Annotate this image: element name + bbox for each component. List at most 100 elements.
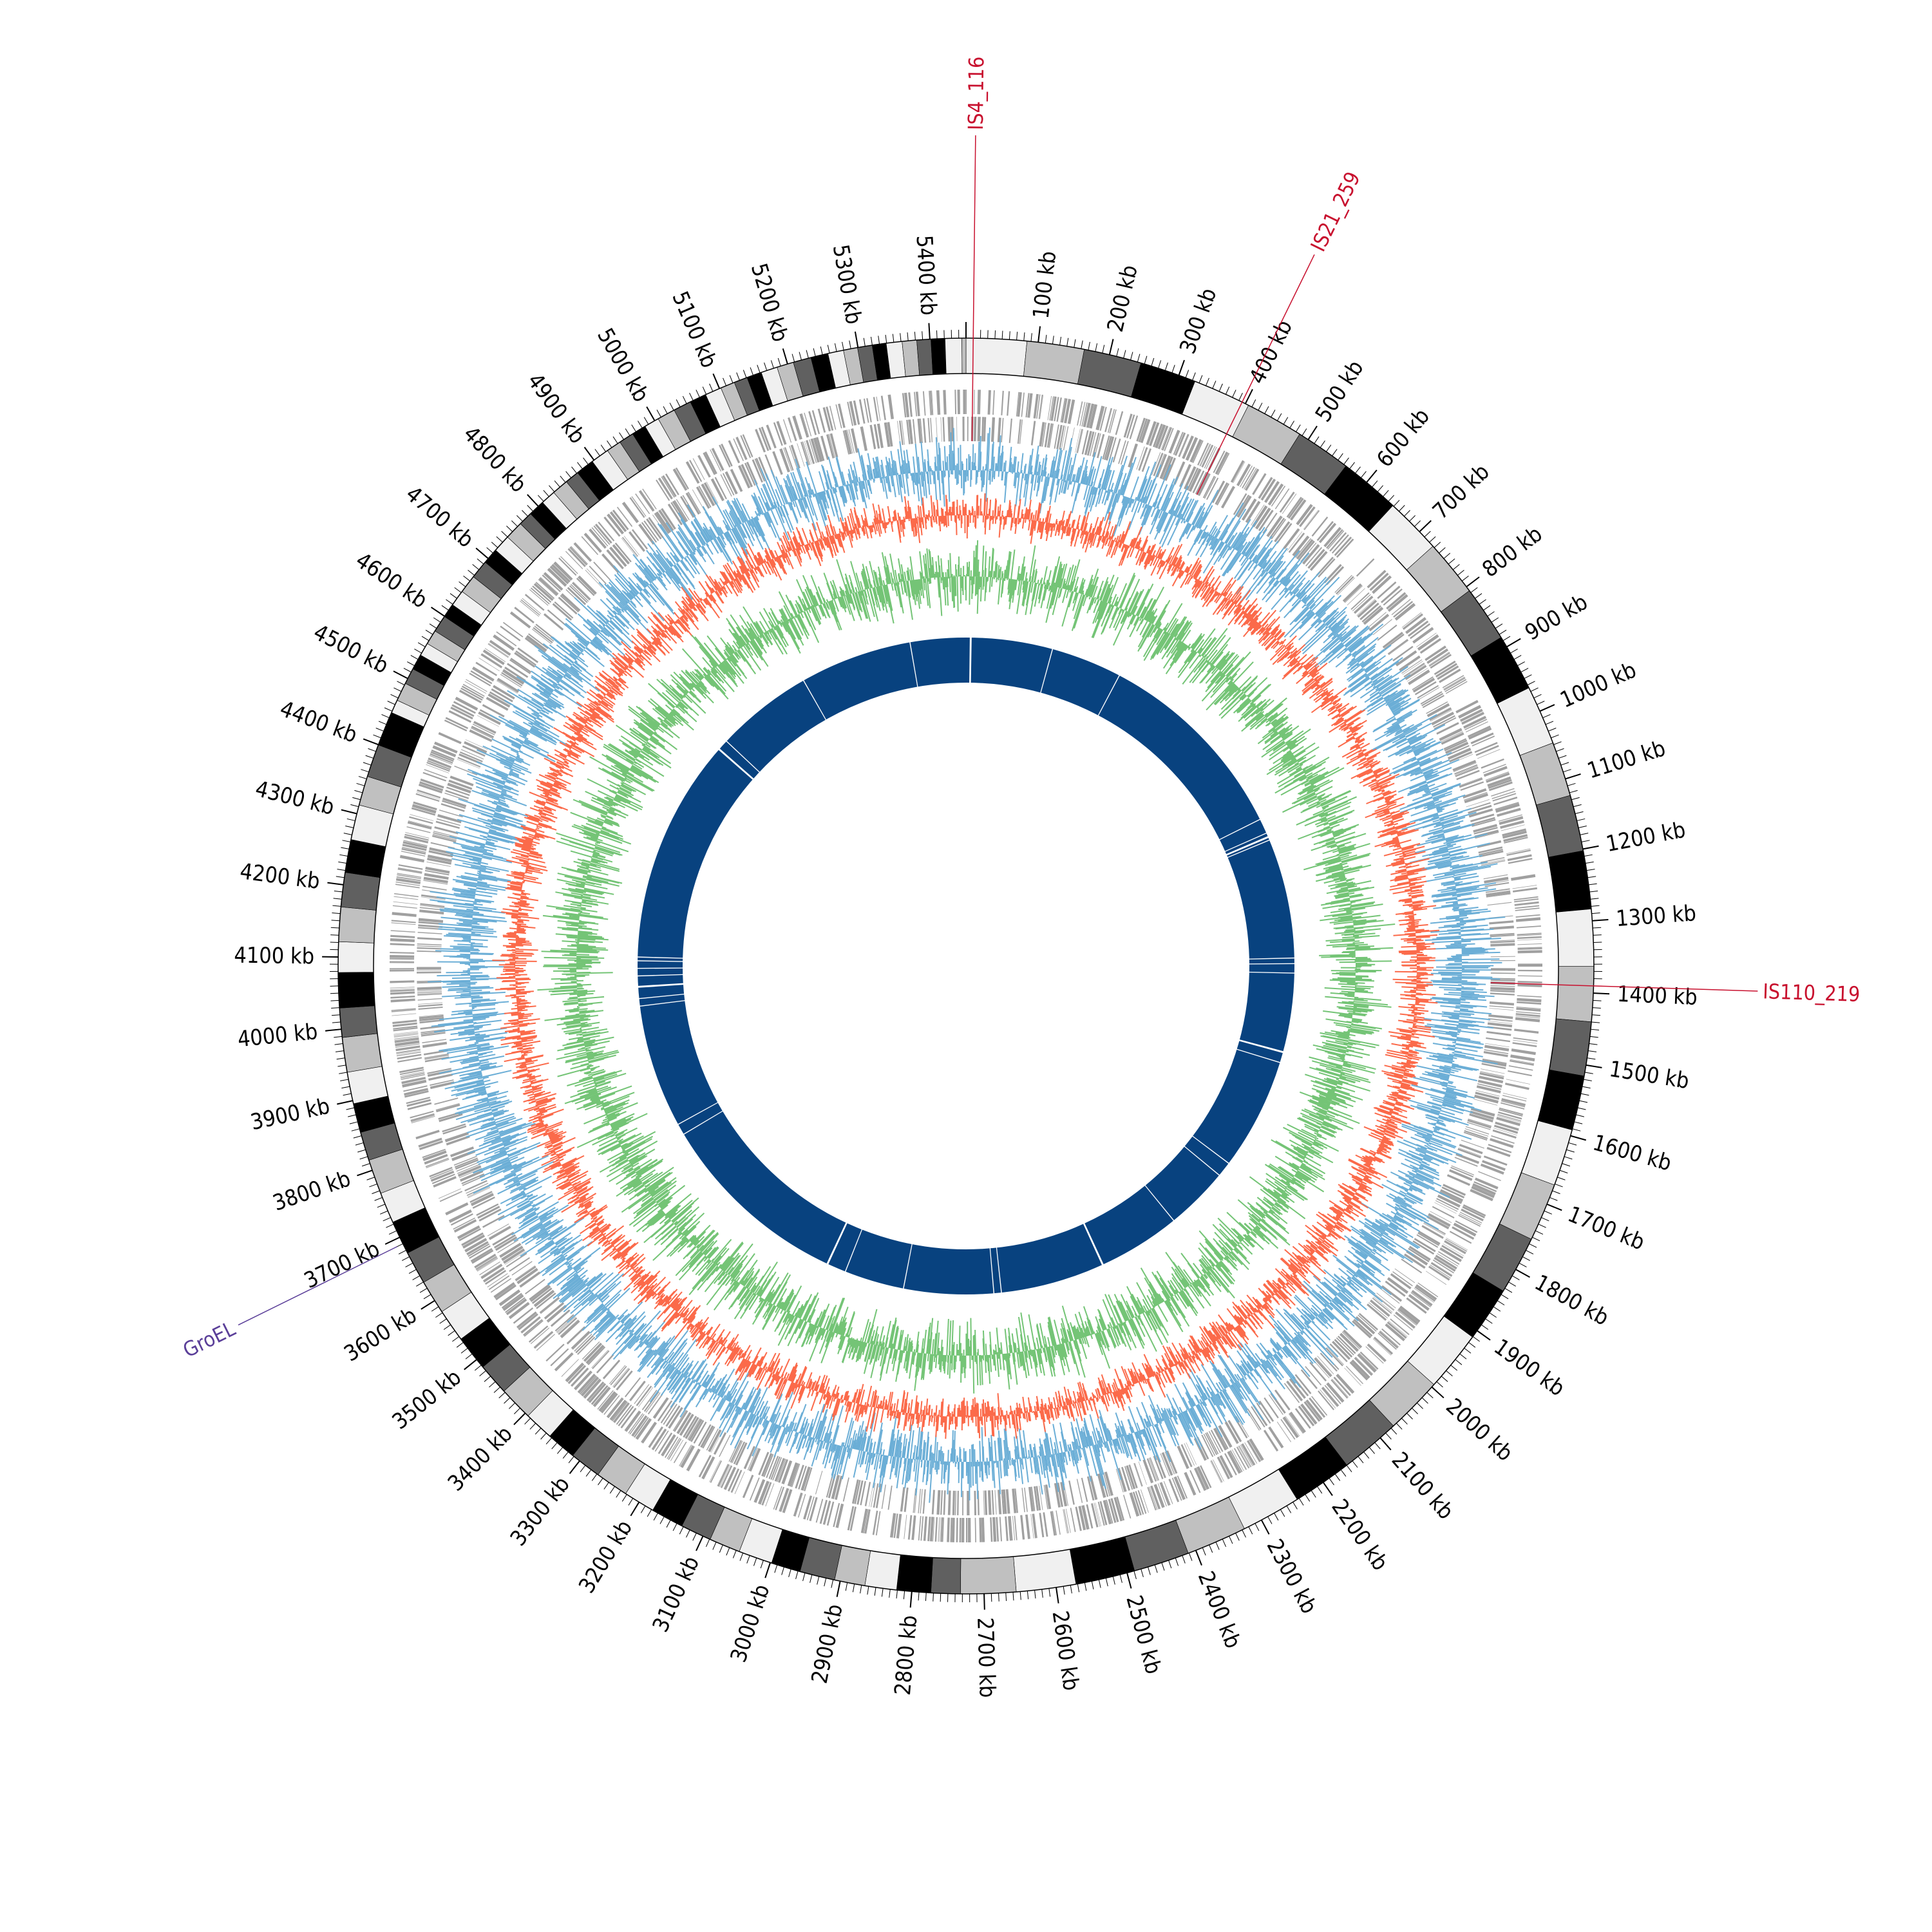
- gene-feature: [1086, 403, 1095, 428]
- gene-feature: [1268, 1426, 1284, 1448]
- gene-feature: [419, 1014, 444, 1019]
- minor-tick: [330, 927, 339, 929]
- gene-feature: [775, 1486, 785, 1511]
- tick-label: 400 kb: [1244, 316, 1298, 388]
- gene-feature: [1493, 1124, 1519, 1134]
- gene-feature: [530, 1285, 551, 1302]
- minor-tick: [1576, 1114, 1584, 1117]
- gene-feature: [433, 1176, 457, 1188]
- gene-feature: [461, 1232, 484, 1246]
- gene-feature: [697, 1424, 712, 1446]
- gene-feature: [1440, 1189, 1464, 1202]
- gene-feature: [674, 500, 688, 522]
- gene-feature: [1264, 1397, 1279, 1419]
- gene-feature: [1455, 1220, 1478, 1233]
- minor-tick: [333, 898, 342, 900]
- gene-feature: [1488, 781, 1513, 791]
- gene-feature: [416, 791, 440, 800]
- gene-feature: [1443, 738, 1467, 750]
- minor-tick: [705, 1539, 710, 1548]
- gene-feature: [395, 884, 420, 889]
- gene-feature: [1480, 1163, 1504, 1175]
- gene-feature: [390, 943, 415, 946]
- gene-feature: [560, 595, 579, 613]
- gene-feature: [496, 631, 517, 647]
- gene-feature: [1138, 418, 1148, 442]
- gene-feature: [1263, 1430, 1279, 1452]
- gene-feature: [586, 1381, 605, 1401]
- tick-label: 4100 kb: [234, 943, 314, 970]
- minor-tick: [386, 1224, 394, 1228]
- gene-feature: [1513, 896, 1539, 901]
- gene-feature: [418, 924, 443, 928]
- gene-feature: [1129, 415, 1139, 440]
- gene-feature: [665, 1405, 681, 1427]
- gene-feature: [1495, 1121, 1519, 1131]
- gene-feature: [887, 394, 895, 419]
- minor-tick: [1495, 623, 1503, 629]
- gene-feature: [1483, 1051, 1508, 1057]
- gene-feature: [580, 1375, 597, 1395]
- minor-tick: [1590, 1028, 1600, 1030]
- minor-tick: [1286, 1505, 1292, 1513]
- minor-tick: [516, 515, 523, 522]
- gene-feature: [1355, 1316, 1376, 1335]
- gene-feature: [1449, 1231, 1472, 1244]
- minor-tick: [1519, 1262, 1527, 1267]
- minor-tick: [1346, 1465, 1352, 1473]
- gene-feature: [498, 1289, 521, 1307]
- synteny-gap: [1191, 1135, 1230, 1165]
- gene-feature: [612, 544, 630, 565]
- gene-feature: [404, 833, 429, 841]
- minor-tick: [889, 1589, 891, 1598]
- gene-feature: [545, 1343, 565, 1362]
- gene-feature: [990, 417, 996, 442]
- gene-feature: [1484, 1049, 1509, 1054]
- minor-tick: [334, 1043, 343, 1045]
- gene-feature: [752, 459, 763, 483]
- gene-feature: [513, 1307, 534, 1324]
- gene-feature: [613, 1368, 630, 1388]
- gene-feature: [1418, 1230, 1441, 1245]
- minor-tick: [1556, 748, 1564, 752]
- minor-tick: [1593, 934, 1602, 936]
- minor-tick: [1137, 354, 1141, 363]
- gene-feature: [633, 1417, 649, 1438]
- minor-tick: [1063, 1586, 1065, 1595]
- gene-feature: [1517, 963, 1542, 967]
- minor-tick: [1280, 1509, 1285, 1517]
- gene-feature: [1076, 429, 1083, 453]
- gene-feature: [417, 970, 442, 971]
- annotation-label: IS21_259: [1305, 168, 1365, 256]
- gene-feature: [783, 448, 792, 471]
- gene-feature: [1382, 631, 1403, 649]
- gene-feature: [422, 772, 447, 782]
- minor-tick: [719, 1544, 723, 1553]
- gene-feature: [603, 516, 621, 537]
- gene-feature: [1240, 465, 1253, 488]
- gene-feature: [1377, 581, 1397, 600]
- gene-feature: [661, 1434, 676, 1457]
- minor-tick: [1398, 505, 1405, 512]
- minor-tick: [1559, 1170, 1568, 1173]
- gene-feature: [493, 685, 515, 700]
- minor-tick: [619, 432, 625, 440]
- gene-feature: [1368, 1302, 1388, 1319]
- gene-feature: [1244, 468, 1260, 491]
- gene-feature: [791, 1463, 800, 1488]
- gene-feature: [1017, 392, 1022, 417]
- gene-feature: [520, 599, 540, 616]
- gene-feature: [672, 468, 688, 491]
- gene-feature: [1434, 660, 1456, 676]
- tick-label: 4900 kb: [522, 368, 590, 448]
- gene-feature: [1296, 539, 1314, 560]
- minor-tick: [621, 1494, 627, 1502]
- gene-feature: [936, 1490, 941, 1515]
- gene-feature: [1285, 1416, 1300, 1437]
- gene-feature: [417, 945, 442, 947]
- tick-label: 1700 kb: [1564, 1201, 1649, 1255]
- gene-feature: [1469, 1113, 1493, 1122]
- minor-tick: [1289, 421, 1294, 428]
- gene-feature: [390, 987, 415, 989]
- gene-feature: [770, 1456, 781, 1480]
